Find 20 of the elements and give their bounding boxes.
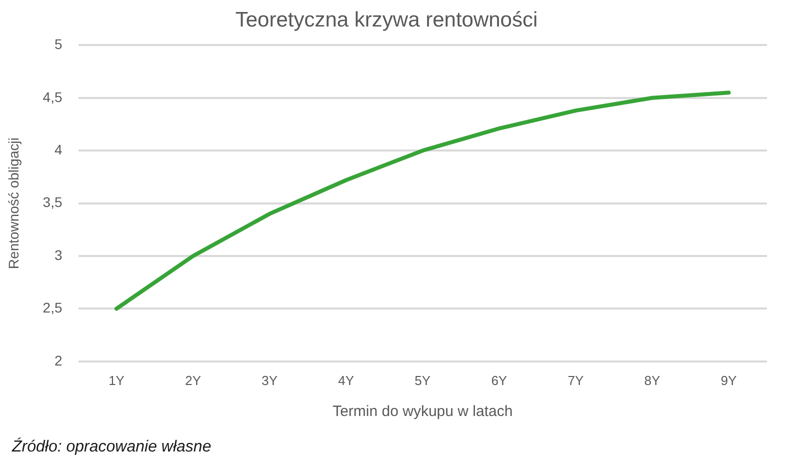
x-tick-label: 4Y [338,372,354,388]
x-tick-label: 6Y [491,372,508,388]
y-tick-label: 2 [54,352,62,368]
x-axis-title: Termin do wykupu w latach [332,403,513,420]
x-tick-label: 9Y [720,372,738,388]
y-tick-label: 2,5 [42,300,62,316]
x-tick-label: 5Y [414,372,431,388]
x-tick-label: 3Y [262,372,278,388]
y-tick-label: 3 [54,246,62,263]
y-tick-label: 4 [54,141,62,158]
x-tick-label: 7Y [568,372,584,388]
y-tick-label: 5 [54,36,62,52]
text: Źródło: opracowanie własne [11,437,212,456]
chart-title: Teoretyczna krzywa rentowności [235,8,538,32]
y-tick-label: 3,5 [42,194,62,210]
x-tick-label: 8Y [644,372,660,388]
x-tick-label: 2Y [185,372,202,388]
x-tick-label: 1Y [108,372,125,388]
y-axis-title: Rentowność obligacji [5,138,22,270]
y-tick-label: 4,5 [42,88,62,105]
